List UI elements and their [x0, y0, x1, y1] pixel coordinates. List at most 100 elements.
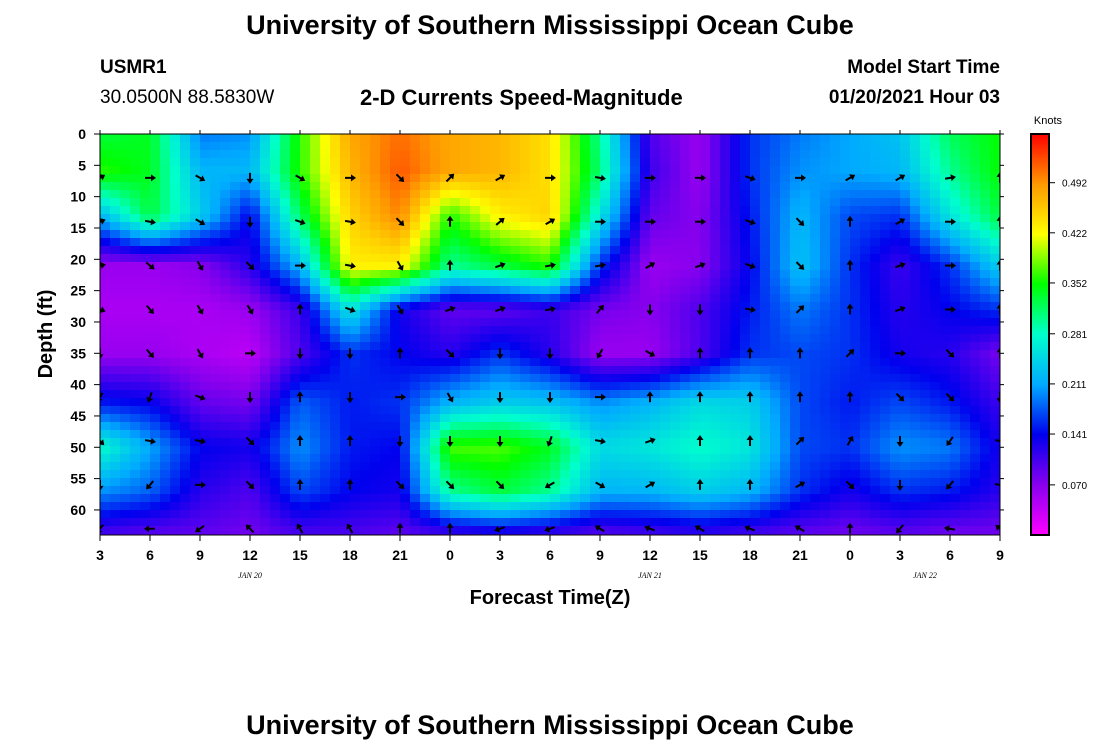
- heatmap-cell: [380, 318, 391, 327]
- heatmap-cell: [740, 134, 751, 143]
- heatmap-cell: [230, 150, 241, 159]
- heatmap-cell: [260, 190, 271, 199]
- heatmap-cell: [520, 462, 531, 471]
- heatmap-cell: [470, 318, 481, 327]
- heatmap-cell: [770, 406, 781, 415]
- heatmap-cell: [700, 150, 711, 159]
- heatmap-cell: [240, 342, 251, 351]
- heatmap-cell: [660, 526, 671, 535]
- heatmap-cell: [130, 294, 141, 303]
- heatmap-cell: [300, 326, 311, 335]
- heatmap-cell: [580, 318, 591, 327]
- heatmap-cell: [810, 478, 821, 487]
- heatmap-cell: [580, 478, 591, 487]
- heatmap-cell: [950, 366, 961, 375]
- heatmap-cell: [260, 150, 271, 159]
- heatmap-cell: [920, 350, 931, 359]
- heatmap-cell: [930, 230, 941, 239]
- heatmap-cell: [940, 502, 951, 511]
- heatmap-cell: [920, 190, 931, 199]
- heatmap-cell: [590, 166, 601, 175]
- heatmap-cell: [750, 174, 761, 183]
- heatmap-cell: [430, 262, 441, 271]
- heatmap-cell: [790, 502, 801, 511]
- heatmap-cell: [990, 286, 1000, 295]
- heatmap-cell: [320, 262, 331, 271]
- heatmap-cell: [210, 198, 221, 207]
- heatmap-cell: [970, 518, 981, 527]
- heatmap-cell: [680, 182, 691, 191]
- heatmap-cell: [380, 446, 391, 455]
- heatmap-cell: [230, 230, 241, 239]
- heatmap-cell: [170, 518, 181, 527]
- heatmap-cell: [410, 270, 421, 279]
- heatmap-cell: [700, 406, 711, 415]
- heatmap-cell: [130, 414, 141, 423]
- heatmap-cell: [320, 230, 331, 239]
- heatmap-cell: [860, 158, 871, 167]
- heatmap-cell: [150, 294, 161, 303]
- heatmap-cell: [360, 502, 371, 511]
- heatmap-cell: [110, 134, 121, 143]
- heatmap-cell: [850, 502, 861, 511]
- heatmap-cell: [140, 518, 151, 527]
- heatmap-cell: [730, 350, 741, 359]
- heatmap-cell: [390, 190, 401, 199]
- heatmap-cell: [890, 246, 901, 255]
- heatmap-cell: [410, 494, 421, 503]
- heatmap-cell: [380, 462, 391, 471]
- heatmap-cell: [650, 214, 661, 223]
- heatmap-cell: [830, 390, 841, 399]
- heatmap-cell: [680, 334, 691, 343]
- heatmap-cell: [670, 222, 681, 231]
- heatmap-cell: [630, 462, 641, 471]
- heatmap-cell: [780, 230, 791, 239]
- station-coords: 30.0500N 88.5830W: [100, 87, 275, 108]
- heatmap-cell: [540, 206, 551, 215]
- heatmap-cell: [630, 478, 641, 487]
- heatmap-cell: [630, 430, 641, 439]
- heatmap-cell: [710, 422, 721, 431]
- heatmap-cell: [150, 342, 161, 351]
- heatmap-cell: [650, 238, 661, 247]
- heatmap-cell: [110, 470, 121, 479]
- heatmap-cell: [940, 382, 951, 391]
- heatmap-cell: [840, 134, 851, 143]
- heatmap-cell: [840, 438, 851, 447]
- heatmap-cell: [770, 478, 781, 487]
- heatmap-cell: [180, 270, 191, 279]
- heatmap-cell: [220, 270, 231, 279]
- heatmap-cell: [390, 438, 401, 447]
- heatmap-cell: [540, 198, 551, 207]
- heatmap-cell: [470, 182, 481, 191]
- heatmap-cell: [730, 494, 741, 503]
- heatmap-cell: [320, 350, 331, 359]
- heatmap-cell: [550, 246, 561, 255]
- heatmap-cell: [760, 190, 771, 199]
- heatmap-cell: [590, 318, 601, 327]
- heatmap-cell: [260, 382, 271, 391]
- heatmap-cell: [140, 406, 151, 415]
- heatmap-cell: [100, 294, 111, 303]
- current-arrow: [195, 174, 206, 182]
- heatmap-cell: [400, 142, 411, 151]
- heatmap-cell: [130, 454, 141, 463]
- heatmap-cell: [860, 166, 871, 175]
- heatmap-cell: [840, 366, 851, 375]
- heatmap-cell: [580, 366, 591, 375]
- heatmap-cell: [790, 470, 801, 479]
- heatmap-cell: [110, 246, 121, 255]
- heatmap-cell: [900, 358, 911, 367]
- heatmap-cell: [880, 302, 891, 311]
- colorbar-tick-label: 0.422: [1062, 229, 1087, 240]
- heatmap-cell: [960, 518, 971, 527]
- heatmap-cell: [350, 422, 361, 431]
- heatmap-cell: [860, 254, 871, 263]
- heatmap-cell: [950, 142, 961, 151]
- heatmap-cell: [690, 518, 701, 527]
- heatmap-cell: [160, 502, 171, 511]
- heatmap-cell: [760, 246, 771, 255]
- heatmap-cell: [520, 254, 531, 263]
- heatmap-cell: [520, 414, 531, 423]
- heatmap-cell: [410, 502, 421, 511]
